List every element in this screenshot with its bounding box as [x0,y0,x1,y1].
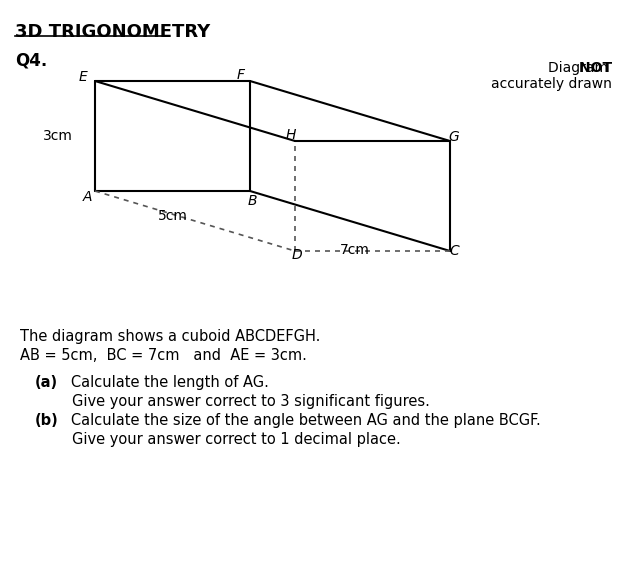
Text: (a): (a) [35,375,58,390]
Text: 3cm: 3cm [43,129,73,143]
Text: 5cm: 5cm [157,209,187,223]
Text: F: F [237,67,245,81]
Text: accurately drawn: accurately drawn [491,77,612,91]
Text: NOT: NOT [540,61,612,75]
Text: Give your answer correct to 1 decimal place.: Give your answer correct to 1 decimal pl… [35,432,401,447]
Text: (b): (b) [35,413,58,428]
Text: G: G [448,130,459,144]
Text: Diagram: Diagram [548,61,612,75]
Text: Calculate the length of AG.: Calculate the length of AG. [57,375,269,390]
Text: H: H [286,128,296,142]
Text: Q4.: Q4. [15,51,47,69]
Text: E: E [79,70,87,84]
Text: B: B [247,193,257,207]
Text: A: A [82,191,92,205]
Text: 7cm: 7cm [340,243,370,257]
Text: Calculate the size of the angle between AG and the plane BCGF.: Calculate the size of the angle between … [57,413,540,428]
Text: The diagram shows a cuboid ABCDEFGH.: The diagram shows a cuboid ABCDEFGH. [20,329,320,344]
Text: D: D [292,248,303,262]
Text: 3D TRIGONOMETRY: 3D TRIGONOMETRY [15,23,210,41]
Text: Give your answer correct to 3 significant figures.: Give your answer correct to 3 significan… [35,393,430,408]
Text: AB = 5cm,  BC = 7cm   and  AE = 3cm.: AB = 5cm, BC = 7cm and AE = 3cm. [20,348,307,363]
Text: C: C [449,244,459,258]
